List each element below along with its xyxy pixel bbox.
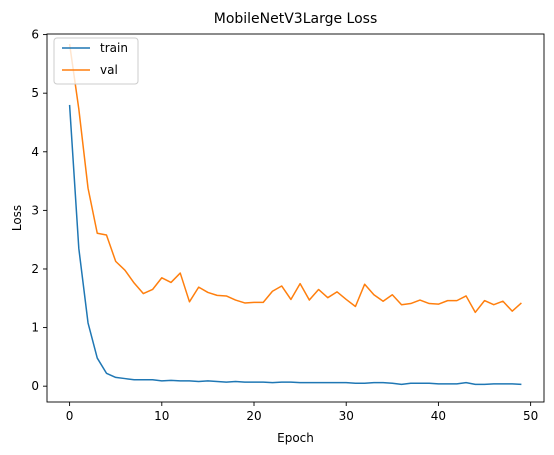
legend-label-val: val: [100, 63, 118, 77]
x-tick-label: 50: [523, 409, 538, 423]
ticks: 0 10 20 30 40 50 0 1 2 3 4 5 6: [31, 28, 538, 423]
legend-box: [53, 37, 139, 85]
y-tick-label: 6: [31, 28, 39, 42]
series-line-val: [68, 43, 522, 314]
y-axis-label: Loss: [10, 205, 24, 231]
y-tick-label: 4: [31, 145, 39, 159]
plot-area: [68, 43, 522, 386]
chart-title: MobileNetV3Large Loss: [214, 11, 378, 27]
y-tick-label: 3: [31, 203, 39, 217]
y-tick-label: 5: [31, 86, 39, 100]
y-tick-label: 0: [31, 379, 39, 393]
x-tick-label: 30: [339, 409, 354, 423]
axes-frame: [46, 33, 545, 403]
y-tick-label: 1: [31, 321, 39, 335]
x-tick-label: 10: [154, 409, 169, 423]
x-tick-label: 20: [246, 409, 261, 423]
legend-label-train: train: [100, 41, 128, 55]
x-tick-label: 40: [431, 409, 446, 423]
y-tick-label: 2: [31, 262, 39, 276]
x-tick-label: 0: [66, 409, 74, 423]
legend: train val: [53, 37, 139, 85]
series-line-train: [68, 104, 522, 386]
x-axis-label: Epoch: [277, 431, 314, 445]
